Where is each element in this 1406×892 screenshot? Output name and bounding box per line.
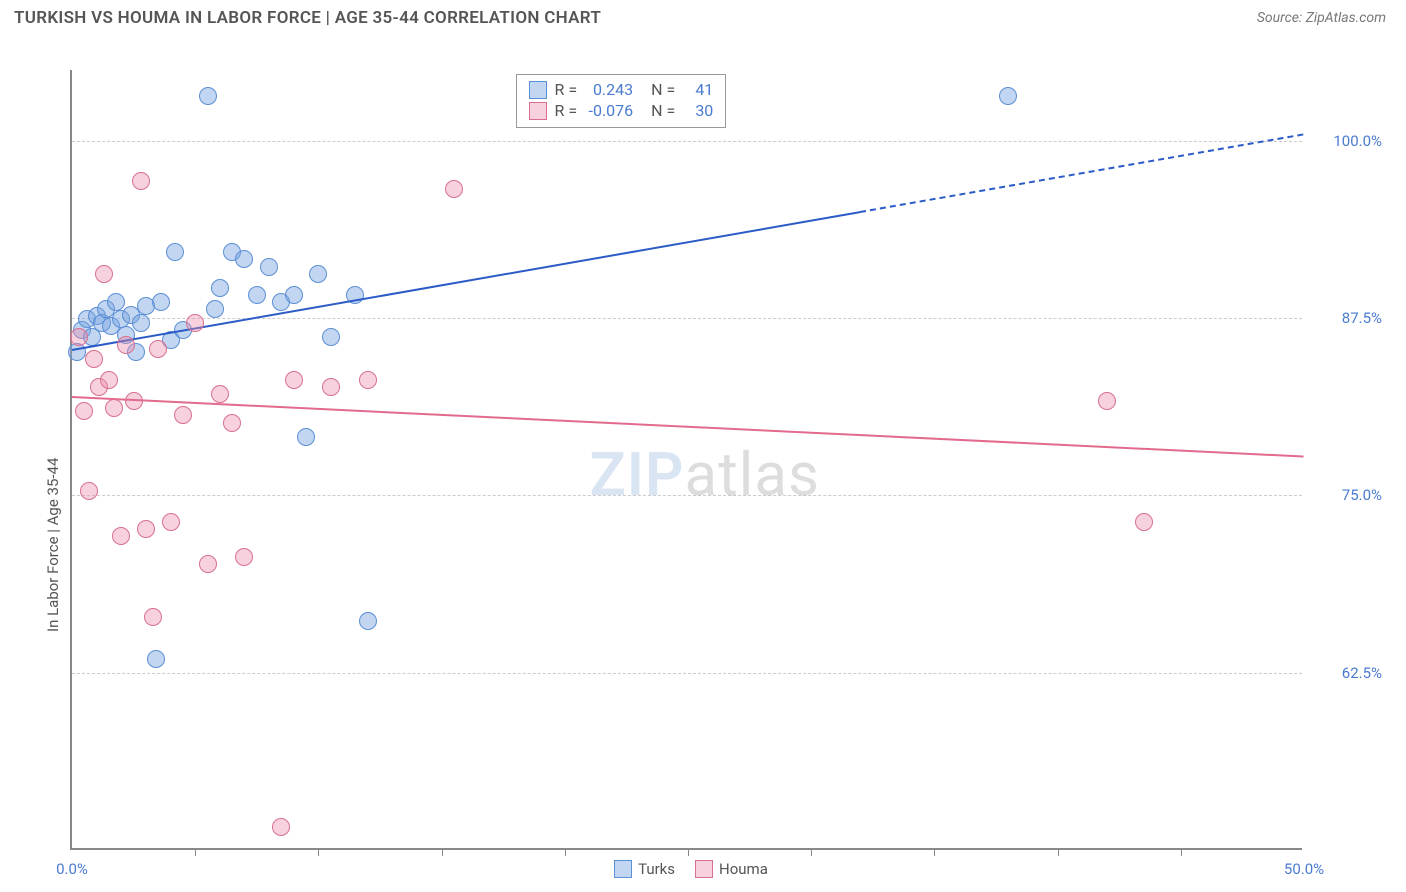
data-point: [147, 650, 165, 668]
regression-line: [72, 396, 1304, 458]
data-point: [85, 350, 103, 368]
yaxis-label: In Labor Force | Age 35-44: [44, 457, 62, 631]
data-point: [285, 286, 303, 304]
data-point: [100, 371, 118, 389]
correlation-row: R = 0.243 N = 41: [529, 79, 714, 100]
chart-source: Source: ZipAtlas.com: [1257, 10, 1386, 26]
xtick-label: 0.0%: [56, 860, 88, 878]
legend-item: Houma: [695, 860, 768, 878]
data-point: [80, 482, 98, 500]
xtick: [1058, 848, 1059, 856]
data-point: [117, 336, 135, 354]
chart-title: TURKISH VS HOUMA IN LABOR FORCE | AGE 35…: [14, 8, 601, 28]
legend-label: Turks: [638, 860, 675, 878]
ytick-label: 62.5%: [1312, 664, 1382, 682]
data-point: [223, 414, 241, 432]
data-point: [309, 265, 327, 283]
data-point: [95, 265, 113, 283]
legend-swatch: [529, 102, 547, 120]
data-point: [105, 399, 123, 417]
legend-swatch: [529, 81, 547, 99]
data-point: [132, 314, 150, 332]
data-point: [272, 818, 290, 836]
xtick: [934, 848, 935, 856]
data-point: [132, 172, 150, 190]
r-value: 0.243: [585, 80, 633, 99]
plot-area: 62.5%75.0%87.5%100.0%0.0%50.0%In Labor F…: [70, 70, 1302, 850]
data-point: [186, 314, 204, 332]
watermark: ZIPatlas: [589, 439, 820, 510]
data-point: [211, 279, 229, 297]
data-point: [297, 428, 315, 446]
xtick: [688, 848, 689, 856]
n-label: N =: [651, 101, 675, 120]
gridline: [72, 141, 1302, 142]
data-point: [174, 406, 192, 424]
xtick: [811, 848, 812, 856]
n-value: 41: [683, 80, 713, 99]
data-point: [107, 293, 125, 311]
data-point: [152, 293, 170, 311]
gridline: [72, 495, 1302, 496]
data-point: [144, 608, 162, 626]
data-point: [235, 548, 253, 566]
legend-label: Houma: [719, 860, 768, 878]
data-point: [162, 513, 180, 531]
data-point: [248, 286, 266, 304]
xtick-label: 50.0%: [1284, 860, 1324, 878]
xtick: [1181, 848, 1182, 856]
chart-header: TURKISH VS HOUMA IN LABOR FORCE | AGE 35…: [0, 0, 1406, 32]
bottom-legend: Turks Houma: [614, 860, 768, 878]
correlation-box: R = 0.243 N = 41 R = -0.076 N = 30: [516, 74, 727, 128]
data-point: [260, 258, 278, 276]
data-point: [999, 87, 1017, 105]
ytick-label: 100.0%: [1312, 132, 1382, 150]
r-label: R =: [555, 101, 578, 120]
r-label: R =: [555, 80, 578, 99]
data-point: [1135, 513, 1153, 531]
data-point: [322, 328, 340, 346]
data-point: [285, 371, 303, 389]
correlation-row: R = -0.076 N = 30: [529, 100, 714, 121]
xtick: [318, 848, 319, 856]
regression-line: [860, 134, 1304, 214]
n-label: N =: [651, 80, 675, 99]
xtick: [442, 848, 443, 856]
data-point: [359, 612, 377, 630]
data-point: [211, 385, 229, 403]
r-value: -0.076: [585, 101, 633, 120]
n-value: 30: [683, 101, 713, 120]
legend-item: Turks: [614, 860, 675, 878]
gridline: [72, 673, 1302, 674]
xtick: [565, 848, 566, 856]
data-point: [75, 402, 93, 420]
data-point: [137, 520, 155, 538]
data-point: [235, 250, 253, 268]
legend-swatch: [614, 860, 632, 878]
ytick-label: 75.0%: [1312, 486, 1382, 504]
data-point: [166, 243, 184, 261]
data-point: [322, 378, 340, 396]
data-point: [199, 87, 217, 105]
xtick: [195, 848, 196, 856]
data-point: [206, 300, 224, 318]
data-point: [149, 340, 167, 358]
data-point: [359, 371, 377, 389]
ytick-label: 87.5%: [1312, 309, 1382, 327]
data-point: [70, 328, 88, 346]
data-point: [199, 555, 217, 573]
legend-swatch: [695, 860, 713, 878]
data-point: [445, 180, 463, 198]
data-point: [112, 527, 130, 545]
data-point: [1098, 392, 1116, 410]
